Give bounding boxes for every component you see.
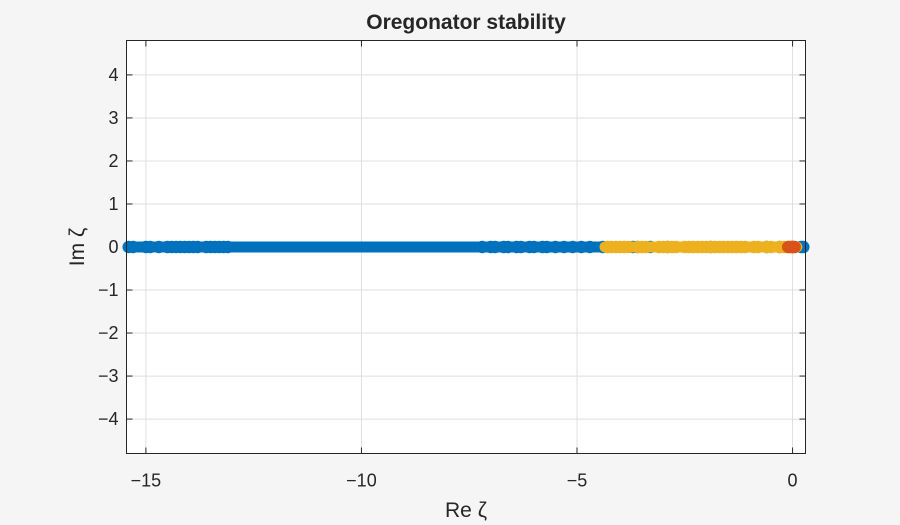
data-point [622, 240, 635, 254]
data-point [708, 240, 722, 254]
data-point [144, 240, 157, 254]
data-point [501, 240, 515, 254]
data-point [200, 240, 213, 254]
y-tick-label: 1 [108, 194, 118, 214]
x-tick-label: −5 [567, 471, 588, 491]
data-point [665, 240, 679, 254]
data-point [536, 240, 549, 254]
data-point [605, 240, 618, 254]
y-tick-label: 2 [108, 151, 118, 171]
data-point [678, 240, 691, 254]
ticks [126, 40, 806, 454]
data-point [152, 240, 166, 254]
data-point [764, 240, 778, 254]
y-tick-label: −2 [98, 323, 119, 343]
data-point [139, 240, 153, 254]
data-point [204, 240, 217, 254]
series-2 [599, 240, 803, 254]
chart-title: Oregonator stability [366, 11, 566, 34]
plot-frame [126, 40, 806, 454]
data-point [523, 240, 536, 254]
data-point [682, 240, 696, 254]
data-point [126, 240, 140, 254]
data-point [657, 240, 670, 254]
data-point [760, 240, 773, 254]
data-point [174, 240, 187, 254]
data-point [726, 240, 739, 254]
y-tick-label: −3 [98, 366, 119, 386]
data-point [549, 240, 562, 254]
data-point [713, 240, 726, 254]
data-point [691, 240, 704, 254]
x-tick-label: −10 [346, 471, 377, 491]
y-tick-label: −4 [98, 409, 119, 429]
y-tick-label: −1 [98, 280, 119, 300]
data-point [700, 240, 713, 254]
data-point [734, 240, 748, 254]
data-point [484, 240, 497, 254]
data-point [695, 240, 709, 254]
data-point [169, 240, 183, 254]
y-tick-label: 4 [108, 65, 118, 85]
data-point [669, 240, 683, 254]
data-point [618, 240, 631, 254]
data-point [212, 240, 226, 254]
data-point [122, 240, 135, 254]
data-point [687, 240, 700, 254]
data-point [187, 240, 200, 254]
data-point [635, 240, 648, 254]
data-point [717, 240, 730, 254]
x-tick-label: 0 [788, 471, 798, 491]
data-point [704, 240, 717, 254]
data-point [217, 240, 230, 254]
x-tick-label: −15 [131, 471, 162, 491]
data-point [510, 240, 523, 254]
data-point [600, 240, 614, 254]
data-point [475, 240, 489, 254]
data-point [165, 240, 178, 254]
data-point [557, 240, 571, 254]
x-axis-label: Re ζ [445, 499, 487, 522]
data-point [747, 240, 760, 254]
data-point [751, 240, 765, 254]
y-tick-label: 3 [108, 108, 118, 128]
data-point [221, 240, 235, 254]
data-point [182, 240, 196, 254]
data-point [488, 240, 502, 254]
data-point [191, 240, 204, 254]
data-point [639, 240, 653, 254]
data-point [497, 240, 510, 254]
data-point [730, 240, 743, 254]
data-point [527, 240, 541, 254]
data-point [566, 240, 579, 254]
data-point [652, 240, 666, 254]
data-point [540, 240, 554, 254]
data-point [738, 240, 752, 254]
data-point [208, 240, 222, 254]
data-point [613, 240, 627, 254]
data-point [178, 240, 191, 254]
data-point [609, 240, 623, 254]
data-point [661, 240, 674, 254]
data-point [514, 240, 528, 254]
y-tick-label: 0 [108, 237, 118, 257]
data-point [583, 240, 597, 254]
y-axis-label: Im ζ [66, 228, 89, 266]
data-point [161, 240, 174, 254]
series-3 [781, 240, 801, 254]
data-point [788, 240, 801, 254]
data-point [631, 240, 644, 254]
scatter-points [122, 240, 810, 254]
data-point [575, 240, 588, 254]
data-point [721, 240, 735, 254]
